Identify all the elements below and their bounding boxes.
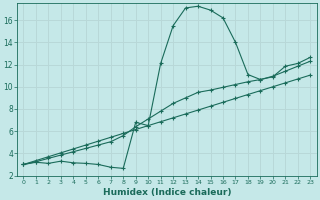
X-axis label: Humidex (Indice chaleur): Humidex (Indice chaleur) — [103, 188, 231, 197]
